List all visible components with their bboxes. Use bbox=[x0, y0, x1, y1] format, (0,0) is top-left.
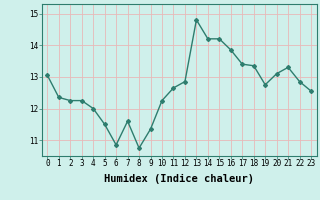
X-axis label: Humidex (Indice chaleur): Humidex (Indice chaleur) bbox=[104, 174, 254, 184]
